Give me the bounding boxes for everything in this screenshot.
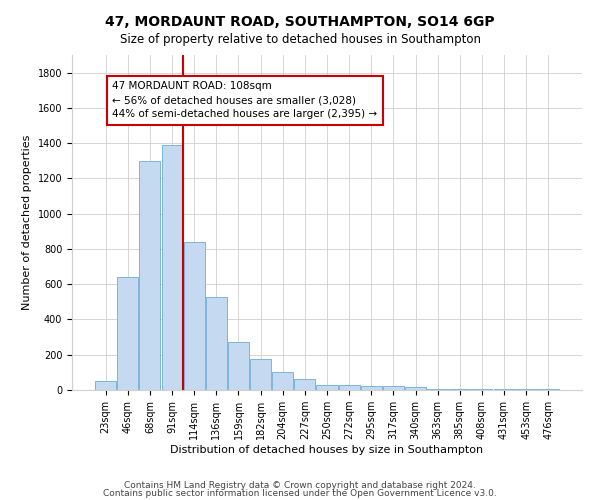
Bar bbox=[383, 386, 404, 390]
Text: Contains public sector information licensed under the Open Government Licence v3: Contains public sector information licen… bbox=[103, 489, 497, 498]
Bar bbox=[316, 384, 338, 390]
Bar bbox=[118, 277, 139, 390]
Bar bbox=[95, 381, 116, 390]
Bar bbox=[184, 242, 205, 390]
Text: Size of property relative to detached houses in Southampton: Size of property relative to detached ho… bbox=[119, 32, 481, 46]
Text: 47, MORDAUNT ROAD, SOUTHAMPTON, SO14 6GP: 47, MORDAUNT ROAD, SOUTHAMPTON, SO14 6GP bbox=[105, 15, 495, 29]
Bar bbox=[472, 389, 493, 390]
Bar bbox=[206, 296, 227, 390]
Bar bbox=[295, 380, 316, 390]
Y-axis label: Number of detached properties: Number of detached properties bbox=[22, 135, 32, 310]
Text: Contains HM Land Registry data © Crown copyright and database right 2024.: Contains HM Land Registry data © Crown c… bbox=[124, 480, 476, 490]
Text: 47 MORDAUNT ROAD: 108sqm
← 56% of detached houses are smaller (3,028)
44% of sem: 47 MORDAUNT ROAD: 108sqm ← 56% of detach… bbox=[112, 82, 377, 120]
Bar bbox=[494, 389, 515, 390]
Bar bbox=[538, 389, 559, 390]
Bar bbox=[338, 384, 359, 390]
Bar bbox=[405, 388, 426, 390]
Bar bbox=[427, 388, 448, 390]
Bar bbox=[449, 388, 470, 390]
Bar bbox=[139, 161, 160, 390]
Bar bbox=[272, 372, 293, 390]
Bar bbox=[361, 386, 382, 390]
Bar bbox=[228, 342, 249, 390]
Bar bbox=[161, 145, 182, 390]
Bar bbox=[250, 359, 271, 390]
X-axis label: Distribution of detached houses by size in Southampton: Distribution of detached houses by size … bbox=[170, 445, 484, 455]
Bar bbox=[515, 389, 536, 390]
